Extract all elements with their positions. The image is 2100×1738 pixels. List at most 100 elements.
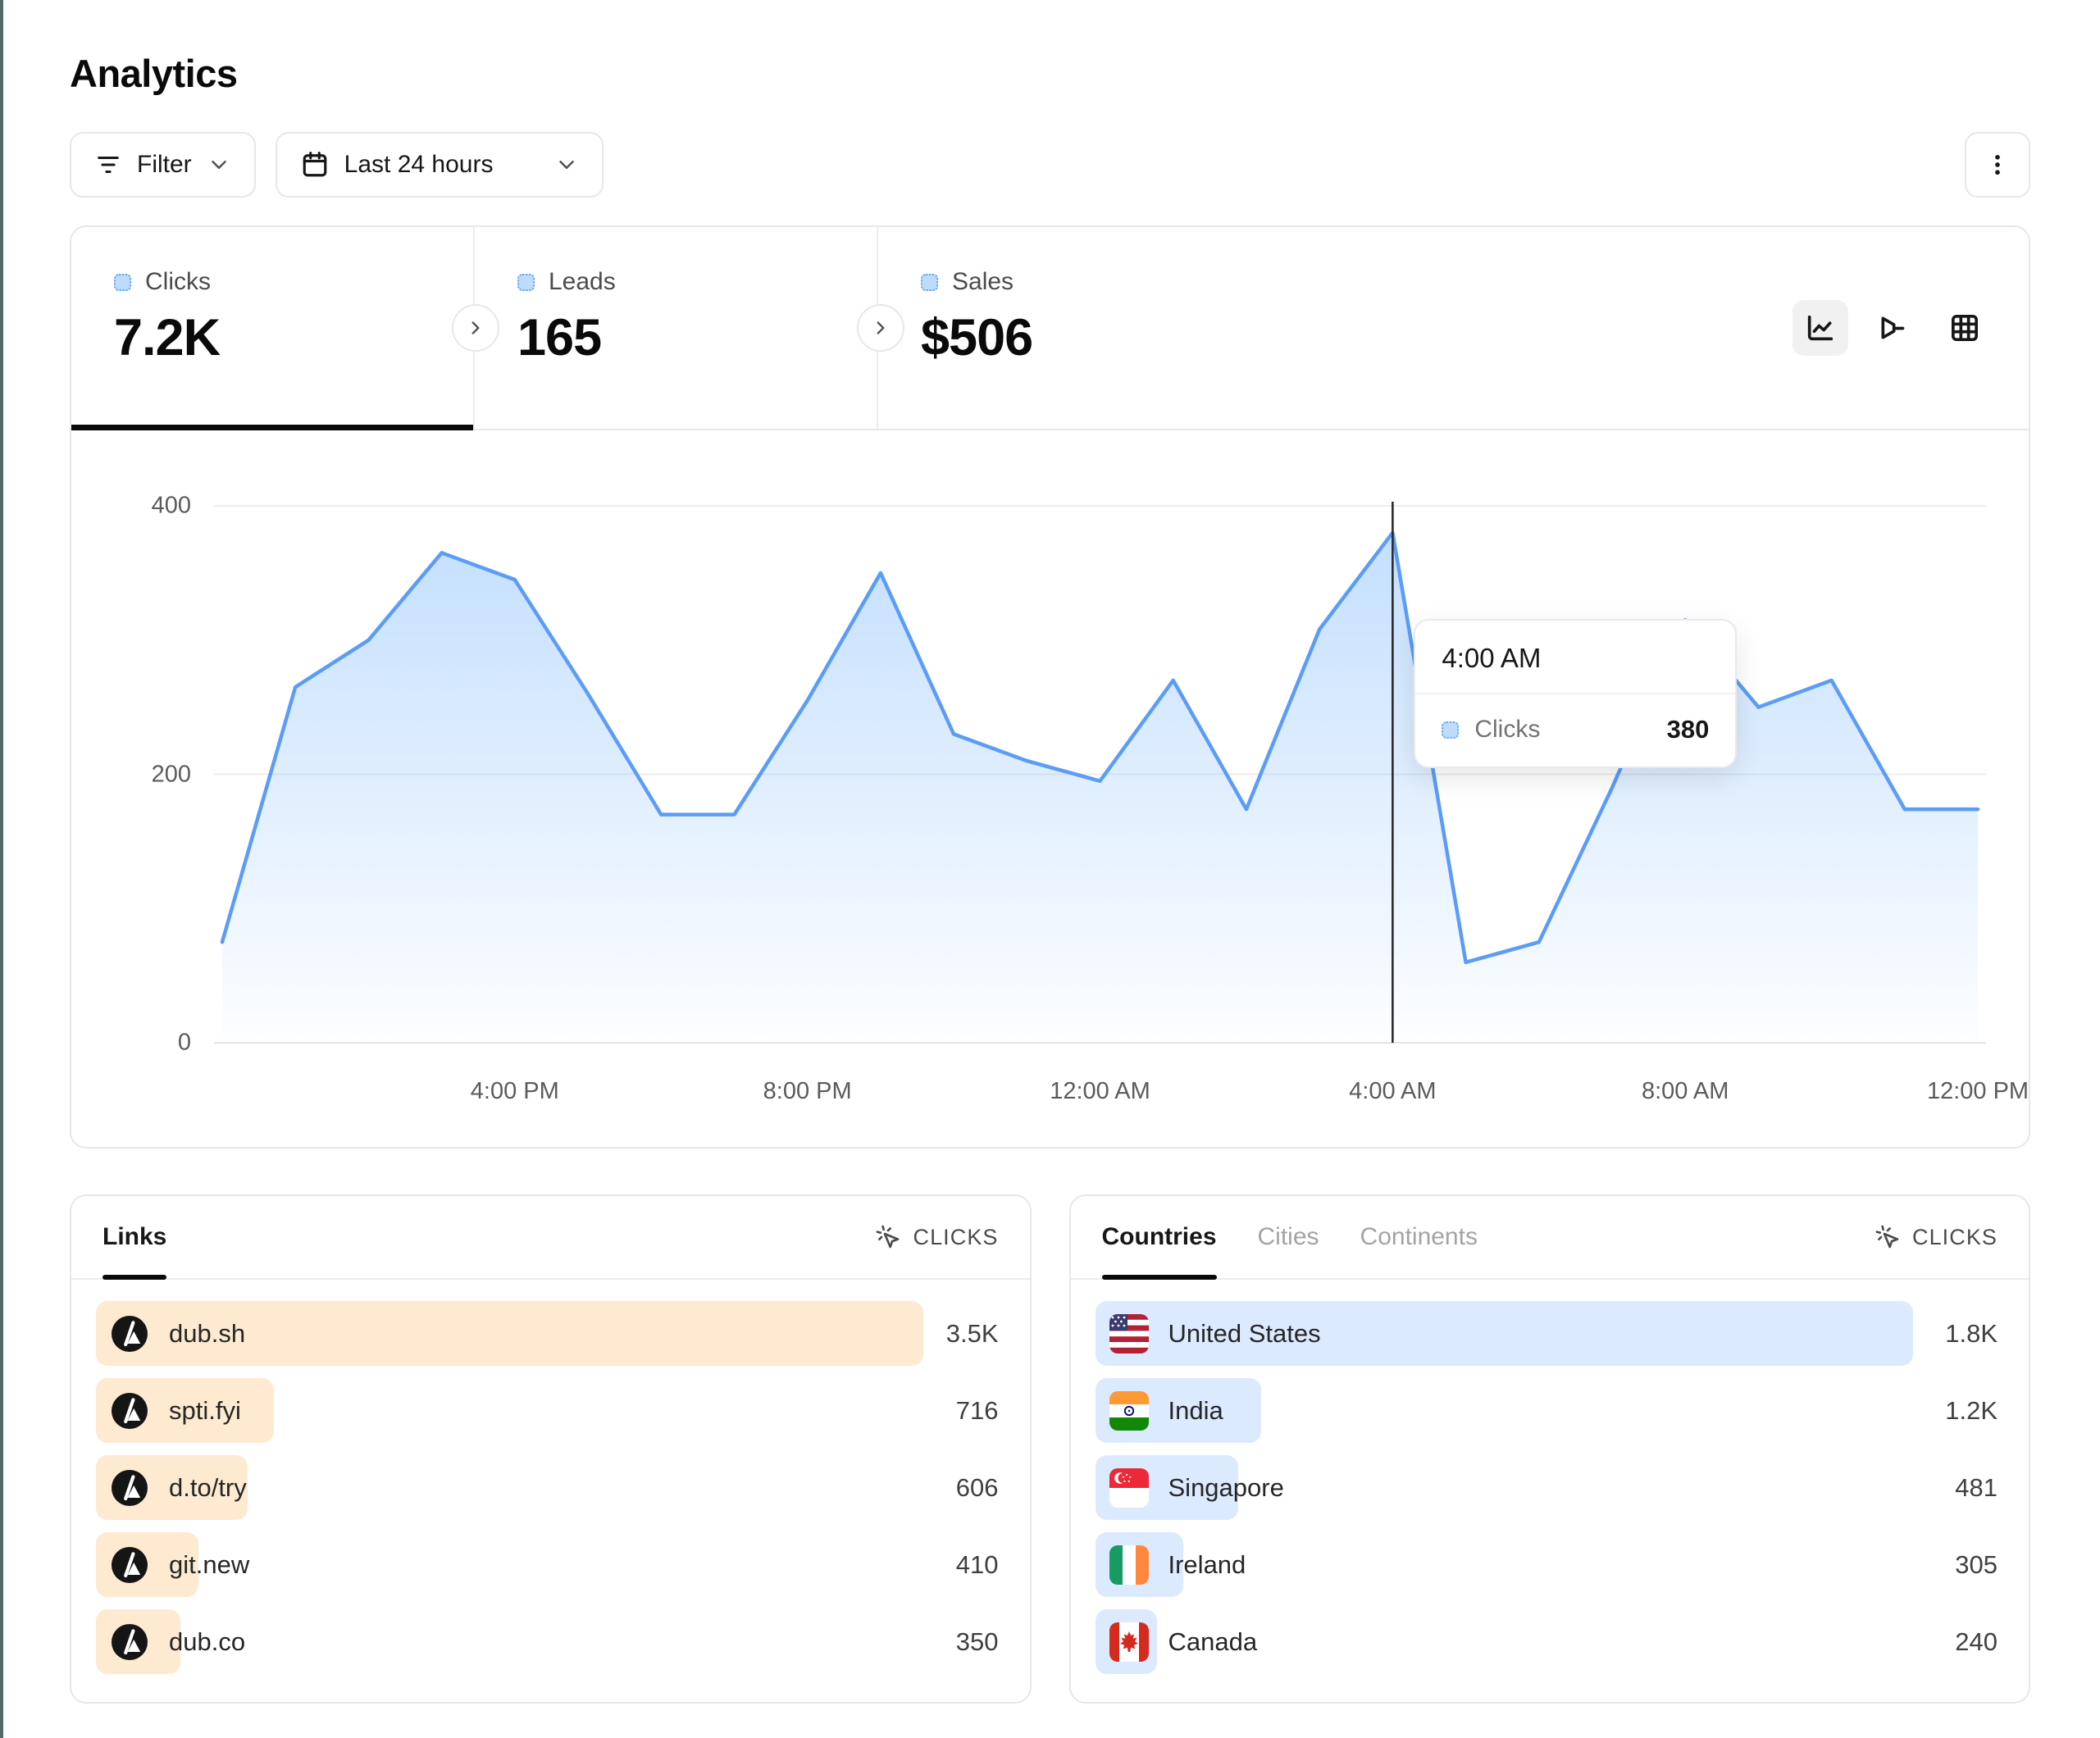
flag-us-icon <box>1109 1313 1149 1354</box>
tab-cities[interactable]: Cities <box>1257 1223 1319 1250</box>
flag-sg-icon <box>1109 1467 1149 1508</box>
list-item-value: 481 <box>1955 1472 1998 1502</box>
stat-tab-leads[interactable]: Leads 165 <box>475 227 878 429</box>
list-item-label: d.to/try <box>169 1472 247 1502</box>
chart-plot-area[interactable]: 400 200 0 4:00 AM Clicks 380 <box>152 489 1986 1056</box>
page-title: Analytics <box>70 52 238 95</box>
dub-logo-icon <box>110 1391 149 1431</box>
countries-panel-header: Countries Cities Continents <box>1070 1196 2029 1280</box>
chart-tooltip: 4:00 AM Clicks 380 <box>1414 619 1738 768</box>
tooltip-series-label: Clicks <box>1474 716 1541 743</box>
list-item[interactable]: Canada 240 <box>1095 1609 2005 1674</box>
breakdown-panels: Links CLICKS dub.sh 3.5K spti. <box>70 1194 2030 1733</box>
list-item-value: 305 <box>1955 1549 1998 1579</box>
value-bar <box>1095 1301 1914 1366</box>
flag-ca-icon <box>1109 1622 1149 1662</box>
next-metric-button[interactable] <box>452 304 499 352</box>
list-item[interactable]: Singapore 481 <box>1095 1455 2005 1520</box>
filter-button[interactable]: Filter <box>70 132 256 198</box>
countries-metric-toggle[interactable]: CLICKS <box>1875 1224 1998 1250</box>
list-item-label: dub.sh <box>169 1318 246 1348</box>
line-chart-view-button[interactable] <box>1793 300 1848 356</box>
table-view-button[interactable] <box>1937 300 1993 356</box>
next-metric-button[interactable] <box>857 304 904 352</box>
selected-tab-underline <box>102 1275 167 1280</box>
x-axis-labels: 4:00 PM 8:00 PM 12:00 AM 4:00 AM 8:00 AM 12:0… <box>214 1068 2029 1122</box>
y-axis-tick: 0 <box>177 1029 191 1056</box>
list-item-label: India <box>1168 1395 1223 1425</box>
list-item-value: 1.8K <box>1945 1318 1998 1348</box>
analytics-card: Clicks 7.2K Leads 165 Sales $506 <box>70 225 2030 1149</box>
stat-tab-sales[interactable]: Sales $506 <box>878 227 1033 429</box>
flag-ie-icon <box>1109 1545 1149 1585</box>
dub-logo-icon <box>112 1392 148 1429</box>
tab-links[interactable]: Links <box>102 1196 167 1280</box>
list-item-value: 716 <box>955 1395 999 1425</box>
y-axis-tick: 200 <box>151 761 191 787</box>
list-item[interactable]: India 1.2K <box>1095 1378 2005 1443</box>
stat-tab-clicks[interactable]: Clicks 7.2K <box>71 227 475 430</box>
stat-label: Clicks <box>145 268 211 295</box>
dub-logo-icon <box>112 1546 148 1583</box>
list-item-value: 606 <box>955 1472 999 1502</box>
countries-panel: Countries Cities Continents <box>1068 1194 2030 1704</box>
tab-continents[interactable]: Continents <box>1360 1223 1478 1250</box>
calendar-icon <box>300 150 330 180</box>
list-item-label: dub.co <box>169 1627 246 1656</box>
date-range-button[interactable]: Last 24 hours <box>275 132 604 198</box>
x-axis-tick: 4:00 AM <box>1349 1078 1437 1104</box>
table-grid-icon <box>1948 312 1981 344</box>
x-axis-tick: 8:00 AM <box>1641 1078 1729 1104</box>
metric-label: CLICKS <box>1911 1224 1998 1249</box>
flag-us-icon <box>1109 1313 1149 1354</box>
list-item-value: 1.2K <box>1945 1395 1998 1425</box>
kebab-menu-icon <box>1984 151 2011 179</box>
list-item-label: spti.fyi <box>169 1395 241 1425</box>
value-bar <box>96 1301 923 1366</box>
links-metric-toggle[interactable]: CLICKS <box>875 1224 998 1250</box>
cursor-click-icon <box>1875 1224 1901 1250</box>
funnel-chart-view-button[interactable] <box>1865 300 1920 356</box>
x-axis-tick: 8:00 PM <box>763 1078 852 1104</box>
date-range-label: Last 24 hours <box>344 151 494 178</box>
stat-label: Sales <box>952 268 1014 295</box>
x-axis-tick: 12:00 PM <box>1926 1078 2029 1104</box>
selected-tab-underline <box>1101 1275 1217 1280</box>
countries-list: United States 1.8K India 1.2K Singapore … <box>1071 1280 2029 1702</box>
list-item[interactable]: spti.fyi 716 <box>96 1378 1005 1443</box>
list-item[interactable]: dub.co 350 <box>96 1609 1005 1674</box>
stat-value-leads: 165 <box>517 309 602 366</box>
dub-logo-icon <box>110 1545 149 1585</box>
chevron-down-icon <box>207 152 231 177</box>
chevron-right-icon <box>465 317 486 339</box>
flag-ca-icon <box>1109 1622 1149 1662</box>
more-options-button[interactable] <box>1965 132 2030 198</box>
dub-logo-icon <box>110 1622 149 1662</box>
clicks-time-series-chart[interactable]: 400 200 0 4:00 AM Clicks 380 4:00 PM 8:00 P… <box>71 430 2029 1147</box>
list-item-label: Ireland <box>1168 1549 1246 1579</box>
dub-logo-icon <box>112 1469 148 1506</box>
list-item[interactable]: United States 1.8K <box>1095 1301 2005 1366</box>
clicks-series-swatch <box>114 273 131 291</box>
list-item-label: Canada <box>1168 1627 1258 1656</box>
stat-value-clicks: 7.2K <box>114 309 221 366</box>
chevron-down-icon <box>554 152 579 177</box>
dub-logo-icon <box>112 1623 148 1660</box>
list-item-value: 410 <box>955 1549 999 1579</box>
tooltip-series-swatch <box>1442 721 1460 739</box>
dub-logo-icon <box>110 1314 149 1354</box>
tab-countries[interactable]: Countries <box>1101 1196 1217 1280</box>
metric-label: CLICKS <box>913 1224 999 1249</box>
list-item[interactable]: dub.sh 3.5K <box>96 1301 1005 1366</box>
toolbar: Filter Last 24 hours <box>70 132 2030 198</box>
flag-in-icon <box>1109 1390 1149 1431</box>
list-item[interactable]: d.to/try 606 <box>96 1455 1005 1520</box>
leads-series-swatch <box>517 273 535 291</box>
selected-tab-underline <box>71 425 473 430</box>
links-list: dub.sh 3.5K spti.fyi 716 d.to/try 606 gi… <box>71 1280 1030 1702</box>
list-item[interactable]: git.new 410 <box>96 1532 1005 1597</box>
list-item[interactable]: Ireland 305 <box>1095 1532 2005 1597</box>
list-item-label: United States <box>1168 1318 1321 1348</box>
stat-label: Leads <box>549 268 616 295</box>
